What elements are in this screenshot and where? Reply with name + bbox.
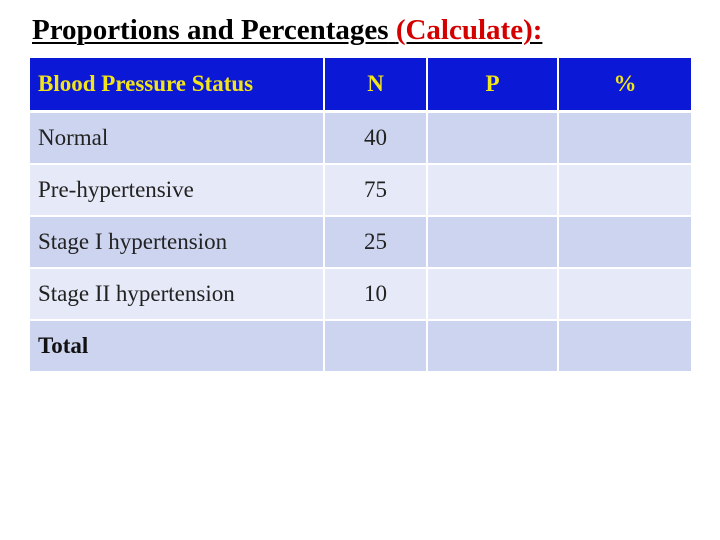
table-row-normal: Normal 40: [30, 111, 691, 165]
p-cell: [427, 268, 559, 321]
status-cell: Normal: [30, 111, 325, 165]
percent-cell: [558, 111, 691, 165]
blood-pressure-table: Blood Pressure Status N P % Normal 40 Pr…: [30, 58, 691, 373]
table-row-stage-2: Stage II hypertension 10: [30, 268, 691, 321]
status-cell: Pre-hypertensive: [30, 164, 325, 217]
header-n: N: [324, 58, 428, 113]
n-cell: [324, 320, 428, 373]
table-row-total: Total: [30, 320, 691, 373]
p-cell: [427, 320, 559, 373]
status-cell: Stage I hypertension: [30, 216, 325, 269]
n-cell: 75: [324, 164, 428, 217]
n-cell: 40: [324, 111, 428, 165]
table-row-pre-hypertensive: Pre-hypertensive 75: [30, 164, 691, 217]
header-p: P: [427, 58, 559, 113]
title-main: Proportions and Percentages: [32, 14, 389, 46]
n-cell: 25: [324, 216, 428, 269]
n-cell: 10: [324, 268, 428, 321]
status-cell: Stage II hypertension: [30, 268, 325, 321]
page-title: Proportions and Percentages (Calculate):: [32, 14, 542, 47]
status-cell: Total: [30, 320, 325, 373]
percent-cell: [558, 320, 691, 373]
percent-cell: [558, 268, 691, 321]
header-percent: %: [558, 58, 691, 113]
p-cell: [427, 111, 559, 165]
table-header-row: Blood Pressure Status N P %: [30, 58, 691, 113]
percent-cell: [558, 164, 691, 217]
p-cell: [427, 164, 559, 217]
title-accent: (Calculate):: [395, 14, 543, 46]
p-cell: [427, 216, 559, 269]
percent-cell: [558, 216, 691, 269]
header-status: Blood Pressure Status: [30, 58, 325, 113]
table-row-stage-1: Stage I hypertension 25: [30, 216, 691, 269]
